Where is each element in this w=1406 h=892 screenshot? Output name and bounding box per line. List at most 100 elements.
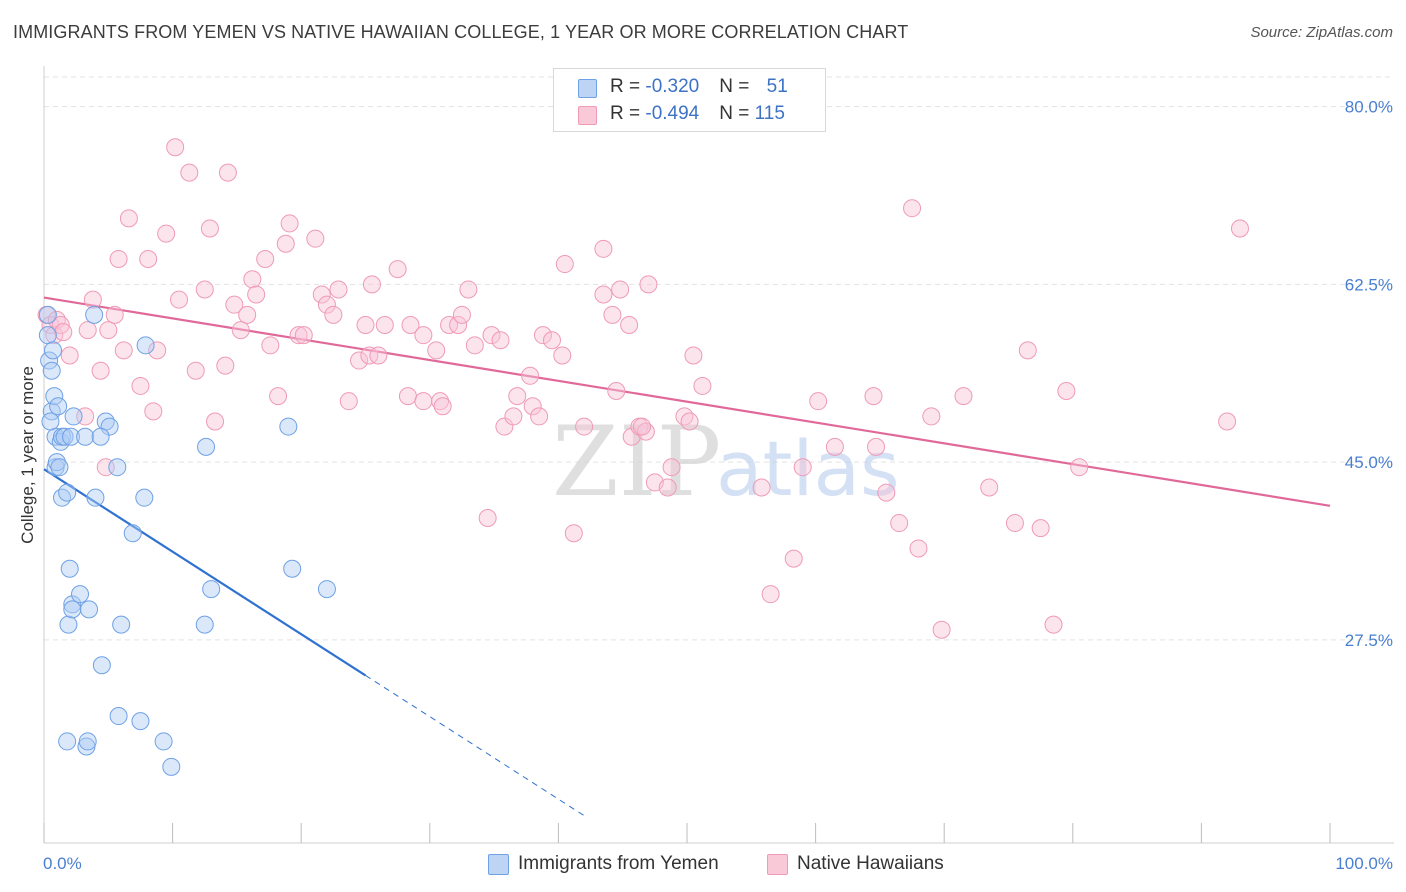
yemen-point-19 (60, 559, 79, 578)
yemen-point-18 (59, 615, 78, 634)
yemen-point-49 (91, 427, 110, 446)
yemen-point-6 (45, 387, 64, 406)
hawaiian-point-98 (680, 412, 699, 431)
trend-line-yemen (43, 468, 367, 677)
hawaiian-point-32 (231, 321, 250, 340)
hawaiian-point-66 (459, 280, 478, 299)
hawaiian-point-113 (922, 407, 941, 426)
yemen-point-27 (78, 732, 97, 751)
data-points (37, 138, 1249, 776)
hawaiian-point-101 (752, 478, 771, 497)
yemen-point-16 (58, 732, 77, 751)
hawaiian-point-50 (356, 316, 375, 334)
hawaiian-point-115 (954, 387, 973, 406)
legend-r-value: -0.320 (645, 76, 700, 97)
hawaiian-point-123 (1218, 412, 1237, 431)
trend-lines (43, 296, 1331, 817)
hawaiian-point-55 (388, 260, 407, 279)
hawaiian-point-29 (216, 356, 235, 375)
hawaiian-point-109 (877, 483, 896, 502)
hawaiian-point-106 (825, 437, 844, 456)
yemen-point-44 (197, 437, 216, 456)
hawaiian-point-13 (105, 305, 124, 324)
hawaiian-point-83 (594, 239, 613, 258)
hawaiian-point-119 (1031, 519, 1050, 538)
hawaiian-point-72 (504, 407, 523, 426)
hawaiian-point-61 (431, 392, 450, 411)
bottom-legend-label-yemen: Immigrants from Yemen (518, 853, 719, 874)
hawaiian-point-118 (1018, 341, 1037, 360)
legend-swatch-yemen (578, 79, 597, 98)
hawaiian-point-33 (238, 305, 257, 324)
yemen-point-40 (136, 336, 155, 355)
hawaiian-point-92 (632, 417, 651, 436)
hawaiian-point-48 (339, 392, 358, 411)
hawaiian-point-47 (329, 280, 348, 299)
y-tick-label-1: 45.0% (1345, 453, 1393, 472)
legend-r-label: R = (610, 103, 646, 124)
legend-n-value: 115 (754, 103, 785, 124)
hawaiian-point-6 (60, 346, 79, 365)
yemen-point-20 (62, 427, 81, 446)
hawaiian-point-67 (465, 336, 484, 355)
hawaiian-point-15 (114, 341, 133, 360)
hawaiian-point-24 (180, 163, 199, 182)
hawaiian-point-112 (909, 539, 928, 558)
hawaiian-point-35 (247, 285, 266, 304)
hawaiian-point-46 (324, 305, 343, 324)
yemen-point-46 (279, 417, 298, 436)
y-tick-labels: 27.5% 45.0% 62.5% 80.0% (1345, 98, 1393, 650)
watermark-zip: ZIP (552, 406, 721, 518)
hawaiian-point-10 (91, 361, 110, 380)
hawaiian-point-30 (218, 163, 237, 182)
hawaiian-point-117 (1005, 514, 1024, 533)
legend-n-label: N = (719, 103, 755, 124)
hawaiian-point-31 (225, 295, 244, 314)
x-tick-label-0: 0.0% (43, 854, 82, 873)
hawaiian-point-4 (51, 316, 70, 334)
hawaiian-point-22 (166, 138, 185, 157)
hawaiian-point-71 (495, 417, 514, 436)
yemen-point-43 (195, 615, 214, 634)
yemen-point-25 (76, 427, 95, 446)
hawaiian-point-121 (1057, 382, 1076, 401)
y-tick-label-2: 62.5% (1345, 275, 1393, 294)
hawaiian-point-18 (139, 249, 158, 268)
yemen-point-0 (38, 326, 57, 345)
hawaiian-point-17 (131, 376, 150, 395)
source-label: Source: ZipAtlas.com (1250, 24, 1393, 41)
yemen-point-22 (63, 600, 82, 619)
yemen-point-41 (154, 732, 173, 751)
watermark-atlas: atlas (716, 424, 900, 513)
legend-n-value: 51 (766, 76, 788, 97)
hawaiian-point-54 (375, 316, 394, 334)
hawaiian-point-68 (478, 508, 497, 527)
yemen-point-10 (49, 397, 68, 416)
yemen-point-33 (100, 417, 119, 436)
yemen-point-42 (162, 757, 181, 776)
hawaiian-point-41 (289, 326, 308, 345)
chart-title: IMMIGRANTS FROM YEMEN VS NATIVE HAWAIIAN… (13, 22, 909, 42)
yemen-point-34 (108, 458, 127, 477)
hawaiian-point-9 (83, 290, 102, 309)
trend-line-hawaiians (43, 296, 1331, 507)
hawaiian-point-58 (414, 326, 433, 345)
hawaiian-point-100 (693, 376, 712, 395)
hawaiian-point-27 (200, 219, 219, 238)
yemen-point-17 (58, 483, 77, 502)
hawaiian-point-20 (148, 341, 167, 360)
y-axis-label: College, 1 year or more (18, 366, 37, 544)
hawaiian-point-63 (440, 316, 459, 334)
hawaiian-point-108 (867, 437, 886, 456)
yemen-point-4 (42, 361, 61, 380)
hawaiian-point-77 (533, 326, 552, 345)
yemen-point-11 (50, 458, 69, 477)
hawaiian-point-28 (206, 412, 225, 431)
hawaiian-point-78 (542, 331, 561, 350)
yemen-point-48 (317, 580, 336, 599)
hawaiian-point-5 (54, 323, 73, 342)
yemen-point-13 (53, 488, 72, 507)
legend-r-label: R = (610, 76, 646, 97)
hawaiian-point-124 (1230, 219, 1249, 238)
hawaiian-point-99 (684, 346, 703, 365)
